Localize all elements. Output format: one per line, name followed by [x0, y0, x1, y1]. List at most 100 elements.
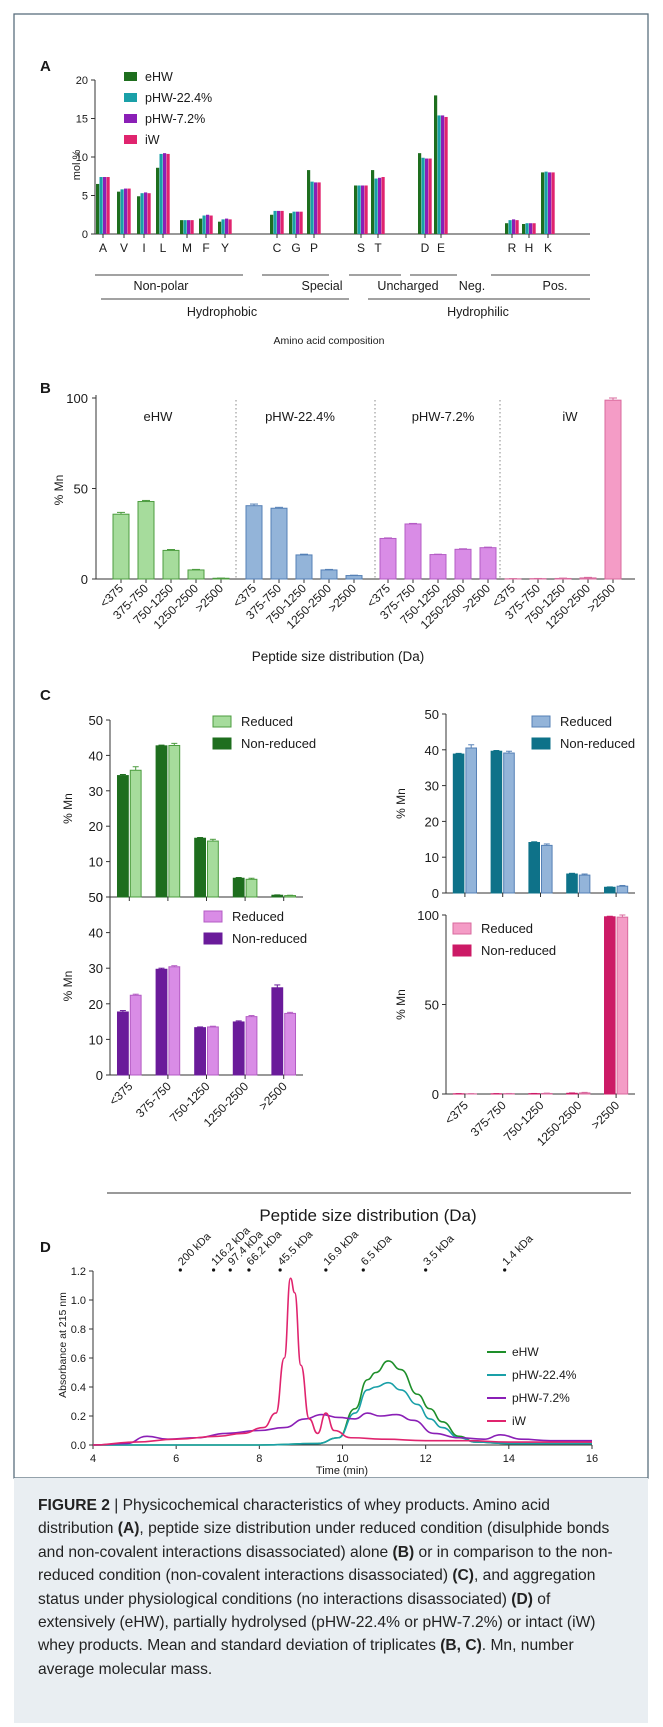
- panel-b: B % Mn 050100<375375-750750-12501250-250…: [40, 380, 635, 664]
- panel-c-ytick-label: 0: [432, 886, 439, 901]
- panel-b-title-ehw: eHW: [144, 409, 174, 424]
- panel-d-legend-phw-7-2: pHW-7.2%: [512, 1391, 570, 1405]
- panel-b-bar: [187, 569, 205, 580]
- panel-d-ytick-label: 0.4: [71, 1382, 86, 1394]
- panel-c-category-label: <375: [106, 1079, 135, 1108]
- panel-c-bar-reduced: [578, 874, 591, 894]
- panel-c-ytick-label: 10: [89, 855, 103, 870]
- panel-c-ytick-label: 10: [425, 850, 439, 865]
- panel-c-bar-reduced: [245, 1016, 258, 1076]
- panel-c-bar-nonreduced: [232, 1021, 245, 1076]
- panel-b-xlabel: Peptide size distribution (Da): [252, 649, 425, 664]
- panel-b-title-phw-22-4: pHW-22.4%: [265, 409, 335, 424]
- panel-b-ylabel: % Mn: [52, 475, 66, 506]
- panel-d-marker-dot: [228, 1268, 232, 1272]
- panel-c-bar-nonreduced: [116, 775, 129, 898]
- panel-d-xtick-label: 14: [503, 1453, 515, 1465]
- panel-c-bar-reduced: [503, 752, 515, 894]
- panel-a-bar: [421, 157, 425, 234]
- panel-b-bar: [345, 575, 363, 580]
- panel-b-bar: [162, 549, 180, 580]
- panel-a-bar: [218, 221, 222, 234]
- caption-ref-bc: (B, C): [440, 1637, 482, 1655]
- panel-a-category-label: F: [202, 241, 209, 255]
- panel-a-bar: [361, 185, 365, 234]
- panel-c-ytick-label: 0: [96, 1068, 103, 1083]
- panel-b-bar: [579, 577, 597, 580]
- panel-d-ytick-label: 1.2: [71, 1266, 86, 1278]
- panel-c-ytick-label: 50: [89, 713, 103, 728]
- panel-a-bar: [522, 223, 526, 234]
- panel-a-group-labels: Non-polar Special Uncharged Neg. Pos. Hy…: [101, 279, 590, 347]
- panel-d-legend-phw-22-4: pHW-22.4%: [512, 1368, 577, 1382]
- panel-d-marker-dot: [278, 1268, 282, 1272]
- panel-a-bar: [314, 182, 318, 234]
- panel-a-bar: [96, 183, 100, 234]
- panel-a-bar: [296, 211, 300, 234]
- group-label-nonpolar: Non-polar: [134, 279, 189, 293]
- panel-a-bar: [144, 192, 148, 234]
- panel-d-xtick-label: 10: [336, 1453, 348, 1465]
- panel-a-bar: [202, 215, 206, 234]
- panel-a-bar: [180, 220, 184, 234]
- panel-c-bar-nonreduced: [490, 750, 503, 894]
- panel-d-series-line: [93, 1381, 592, 1446]
- panel-c: C 0 10 20 30 40 50 % Mn Reduced Non-reduced 0 10 20…: [40, 687, 635, 1225]
- panel-a-category-label: E: [437, 241, 445, 255]
- panel-c-bar-reduced: [616, 885, 629, 894]
- panel-a-bar: [103, 177, 107, 234]
- panel-c-bar-reduced: [168, 744, 181, 898]
- panel-c-bar-reduced: [284, 895, 297, 898]
- panel-a-category-label: M: [182, 241, 192, 255]
- panel-a-bar: [221, 219, 225, 234]
- panel-d-marker-dot: [211, 1268, 216, 1272]
- panel-a-ytick-label: 10: [76, 152, 88, 164]
- panel-c-legend-swatch-nonreduced: [531, 737, 551, 750]
- panel-d-xtick-label: 8: [256, 1453, 262, 1465]
- panel-b-bar: [295, 554, 313, 580]
- panel-a-bar: [137, 196, 141, 234]
- panel-c-ytick-label: 0: [96, 890, 103, 905]
- panel-b-category-label: >2500: [325, 581, 359, 615]
- panel-a-bar: [199, 218, 203, 234]
- panel-c-ytick-label: 40: [89, 926, 103, 941]
- panel-a-bar: [425, 158, 429, 234]
- group-label-neg: Neg.: [459, 279, 485, 293]
- panel-a-category-label: R: [508, 241, 517, 255]
- panel-a-bar: [437, 115, 441, 234]
- panel-c-legend-label-reduced: Reduced: [560, 714, 612, 729]
- panel-c-xlabel: Peptide size distribution (Da): [259, 1206, 476, 1225]
- panel-c-bar-nonreduced: [452, 753, 465, 894]
- panel-c-bar-reduced: [207, 840, 219, 898]
- panel-a-bar: [371, 170, 375, 234]
- panel-d-marker-dot: [503, 1268, 507, 1272]
- panel-a-category-label: T: [374, 241, 382, 255]
- panel-a-bar: [505, 223, 509, 234]
- legend-label-phw-7-2: pHW-7.2%: [145, 112, 205, 126]
- panel-c-legend-swatch-reduced: [212, 715, 232, 728]
- panel-a-bar: [434, 95, 438, 235]
- panel-c-legend-swatch-nonreduced: [203, 932, 223, 945]
- panel-d-legend: eHW pHW-22.4% pHW-7.2% iW: [487, 1345, 577, 1428]
- panel-a-bar: [354, 185, 358, 234]
- group-label-special: Special: [302, 279, 343, 293]
- panel-c-bar-reduced: [578, 1092, 591, 1095]
- panel-b-category-label: >2500: [192, 581, 226, 615]
- panel-c-bar-nonreduced: [116, 1011, 129, 1076]
- panel-c-ytick-label: 30: [425, 779, 439, 794]
- panel-d-marker-label: 3.5 kDa: [421, 1232, 457, 1268]
- panel-c-bar-nonreduced: [271, 894, 284, 898]
- panel-label-d: D: [40, 1239, 51, 1256]
- panel-a-category-label: L: [160, 241, 167, 255]
- panel-c-bar-reduced: [284, 1012, 297, 1076]
- panel-label-a: A: [40, 58, 51, 75]
- panel-c-bar-reduced: [207, 1026, 219, 1076]
- panel-a-bar: [357, 185, 361, 234]
- caption-text-6: . Mn, number average molecular mass.: [38, 1637, 574, 1678]
- panel-d-marker-dot: [324, 1268, 328, 1272]
- legend-label-iw: iW: [145, 133, 160, 147]
- super-label-hydrophobic: Hydrophobic: [187, 305, 257, 319]
- panel-c-legend-swatch-nonreduced: [212, 737, 232, 750]
- panel-b-bar: [137, 501, 155, 580]
